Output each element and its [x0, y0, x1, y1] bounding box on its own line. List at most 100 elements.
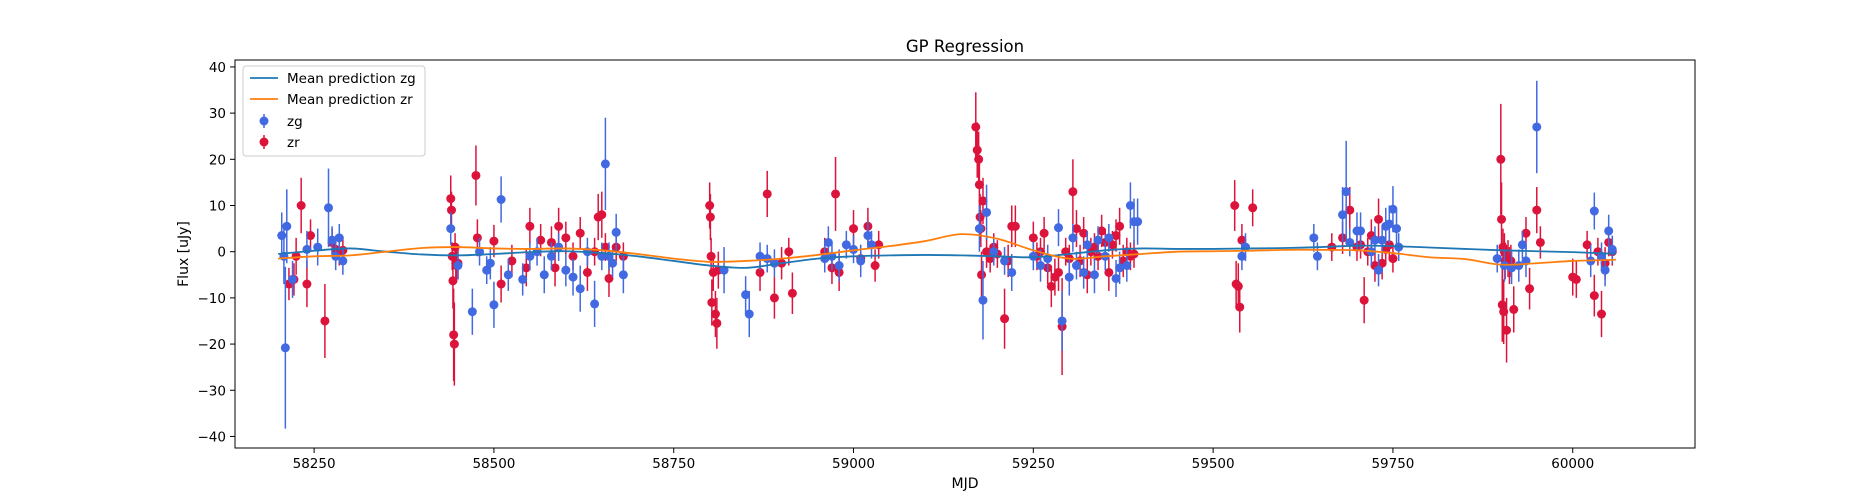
zg-data-point [1028, 242, 1038, 271]
zg-marker [1345, 237, 1355, 247]
legend-label-zg: zg [287, 114, 303, 130]
zg-marker [1111, 273, 1121, 283]
zr-marker [1496, 154, 1506, 164]
zr-data-point [471, 145, 481, 206]
zr-marker [449, 339, 459, 349]
zr-marker [1068, 187, 1078, 197]
zr-data-point [597, 191, 607, 238]
zg-data-point [1068, 223, 1078, 252]
zg-marker [539, 270, 549, 280]
zg-data-point [1057, 290, 1067, 351]
zr-marker [1377, 258, 1387, 268]
zr-marker [600, 242, 610, 252]
zr-marker [1046, 281, 1056, 291]
zg-marker [1122, 261, 1132, 271]
zr-marker [831, 189, 841, 199]
x-tick-label: 59500 [1192, 456, 1235, 472]
zr-data-point [525, 207, 535, 245]
zg-marker [823, 237, 833, 247]
x-tick-label: 58250 [293, 456, 336, 472]
zr-marker [1388, 254, 1398, 264]
zr-data-point [762, 170, 772, 218]
zg-marker [446, 224, 456, 234]
zr-marker [291, 251, 301, 261]
zg-data-point [1370, 226, 1380, 254]
legend-box [242, 65, 426, 157]
zr-data-point [787, 272, 797, 315]
zr-marker [762, 189, 772, 199]
zg-marker [546, 251, 556, 261]
y-tick-label: 10 [209, 199, 226, 215]
zg-marker [554, 242, 564, 252]
legend-label-zr-line: Mean prediction zr [287, 92, 413, 108]
y-tick-label: −10 [198, 291, 227, 307]
zg-data-point [611, 213, 621, 251]
zg-marker [1089, 270, 1099, 280]
zg-marker [867, 240, 877, 250]
zg-data-point [590, 280, 600, 327]
zr-data-point [710, 290, 720, 338]
zg-marker [600, 159, 610, 169]
x-tick-label: 59250 [1012, 456, 1055, 472]
zr-marker [1039, 228, 1049, 238]
zr-data-point [306, 219, 316, 252]
zg-marker [1377, 235, 1387, 245]
zg-marker [1388, 204, 1398, 214]
zg-marker [568, 272, 578, 282]
zr-marker [525, 221, 535, 231]
zr-data-point [1532, 187, 1542, 234]
zr-marker [446, 205, 456, 215]
zr-marker [302, 279, 312, 289]
zr-marker [1597, 309, 1607, 319]
zg-data-point [1338, 187, 1348, 243]
zr-data-point [1104, 254, 1114, 291]
zr-marker [471, 170, 481, 180]
y-tick-label: 30 [209, 106, 226, 122]
zr-marker [706, 251, 716, 261]
plot-frame [234, 59, 1696, 449]
zr-marker [1233, 281, 1243, 291]
x-axis-label: MJD [952, 476, 979, 492]
zg-data-point [1007, 254, 1017, 291]
zg-marker [1312, 251, 1322, 261]
zg-data-point [1341, 140, 1351, 243]
zr-data-point [296, 177, 306, 234]
zr-marker [575, 228, 585, 238]
zg-marker [277, 231, 287, 241]
zg-marker [323, 203, 333, 213]
zg-data-point [288, 260, 298, 298]
x-tick-label: 59750 [1371, 456, 1414, 472]
zr-marker [784, 247, 794, 257]
zg-marker [282, 221, 292, 231]
zr-data-point [1039, 217, 1049, 250]
zr-data-point [1345, 187, 1355, 234]
zg-data-point [1115, 251, 1125, 285]
zr-data-point [1233, 263, 1243, 310]
legend-swatch-zr-marker [259, 137, 269, 147]
zr-marker [982, 247, 992, 257]
zg-marker [1589, 206, 1599, 216]
zg-marker [561, 265, 571, 275]
zg-marker [575, 284, 585, 294]
x-tick-label: 60000 [1551, 456, 1594, 472]
zr-data-point [320, 284, 330, 358]
zr-marker [1104, 267, 1114, 277]
zr-data-point [705, 193, 715, 241]
zr-marker [306, 231, 316, 241]
zr-data-point [1589, 274, 1599, 317]
zg-data-point [989, 237, 999, 266]
zg-data-point [841, 230, 851, 259]
zg-marker [1068, 233, 1078, 243]
zg-marker [762, 254, 772, 264]
zg-data-point [489, 281, 499, 328]
zr-marker [1497, 214, 1507, 224]
zg-data-point [1607, 235, 1617, 264]
zg-marker [1125, 201, 1135, 210]
zg-marker [982, 207, 992, 217]
axis-ticks: 58250 58500 58750 59000 59250 59500 59750 60000… [198, 60, 1595, 472]
zg-data-point [539, 256, 549, 294]
zg-data-point [446, 212, 456, 245]
zr-marker [489, 236, 499, 246]
zr-series [284, 92, 1617, 386]
